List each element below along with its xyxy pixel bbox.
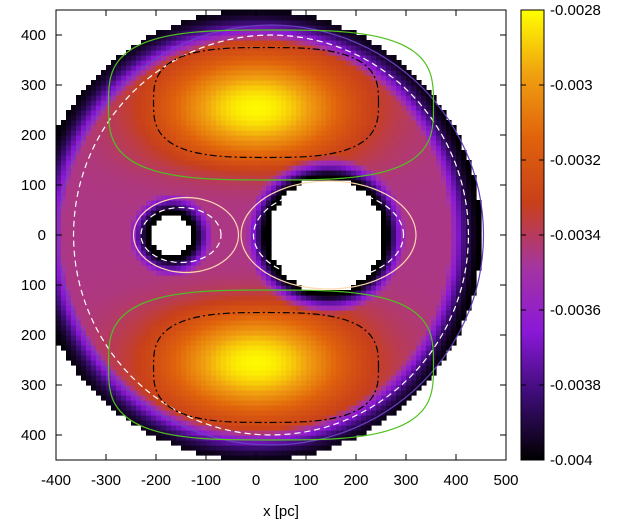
contour-line — [252, 189, 405, 281]
y-tick-label: 300 — [21, 377, 46, 394]
colorbar-tick-label: -0.0034 — [550, 227, 601, 244]
colorbar-tick-label: -0.0036 — [550, 302, 601, 319]
y-tick-label: 0 — [38, 227, 46, 244]
x-tick-label: 100 — [293, 472, 318, 489]
contour-line — [152, 46, 380, 159]
y-tick-label: 400 — [21, 27, 46, 44]
x-tick-label: 200 — [343, 472, 368, 489]
colorbar-tick-label: -0.0038 — [550, 377, 601, 394]
contour-line — [72, 34, 470, 436]
x-tick-label: -300 — [91, 472, 121, 489]
y-tick-label: 200 — [21, 127, 46, 144]
colorbar-tick-label: -0.003 — [550, 77, 593, 94]
y-tick-label: 300 — [21, 77, 46, 94]
y-tick-label: 200 — [21, 327, 46, 344]
contour-line — [140, 206, 222, 264]
colorbar-ticks: -0.0028 -0.003 -0.0032 -0.0034 -0.0036 -0.003… — [521, 2, 601, 469]
contour-line — [152, 311, 380, 424]
x-tick-label: 0 — [252, 472, 260, 489]
y-tick-label: 400 — [21, 427, 46, 444]
colorbar-tick-label: -0.004 — [550, 452, 593, 469]
x-tick-label: 500 — [493, 472, 518, 489]
x-tick-label: -200 — [141, 472, 171, 489]
y-tick-label: 100 — [21, 277, 46, 294]
contour-line — [107, 289, 435, 441]
potential-field — [56, 10, 482, 460]
x-tick-label: 400 — [443, 472, 468, 489]
x-tick-label: -100 — [191, 472, 221, 489]
y-tick-label: 100 — [21, 177, 46, 194]
x-tick-label: -400 — [41, 472, 71, 489]
contour-line — [107, 29, 435, 181]
x-axis-title: x [pc] — [263, 503, 299, 520]
plot-area — [56, 10, 485, 460]
colorbar-tick-label: -0.0032 — [550, 152, 601, 169]
x-axis: -400 -300 -200 -100 0 100 200 300 400 500 — [41, 10, 519, 489]
y-axis: 400 300 200 100 0 100 200 300 400 — [21, 27, 506, 444]
contour-line — [132, 196, 240, 274]
colorbar-tick-label: -0.0028 — [550, 2, 601, 19]
x-tick-label: 300 — [393, 472, 418, 489]
contour-line — [240, 180, 417, 290]
